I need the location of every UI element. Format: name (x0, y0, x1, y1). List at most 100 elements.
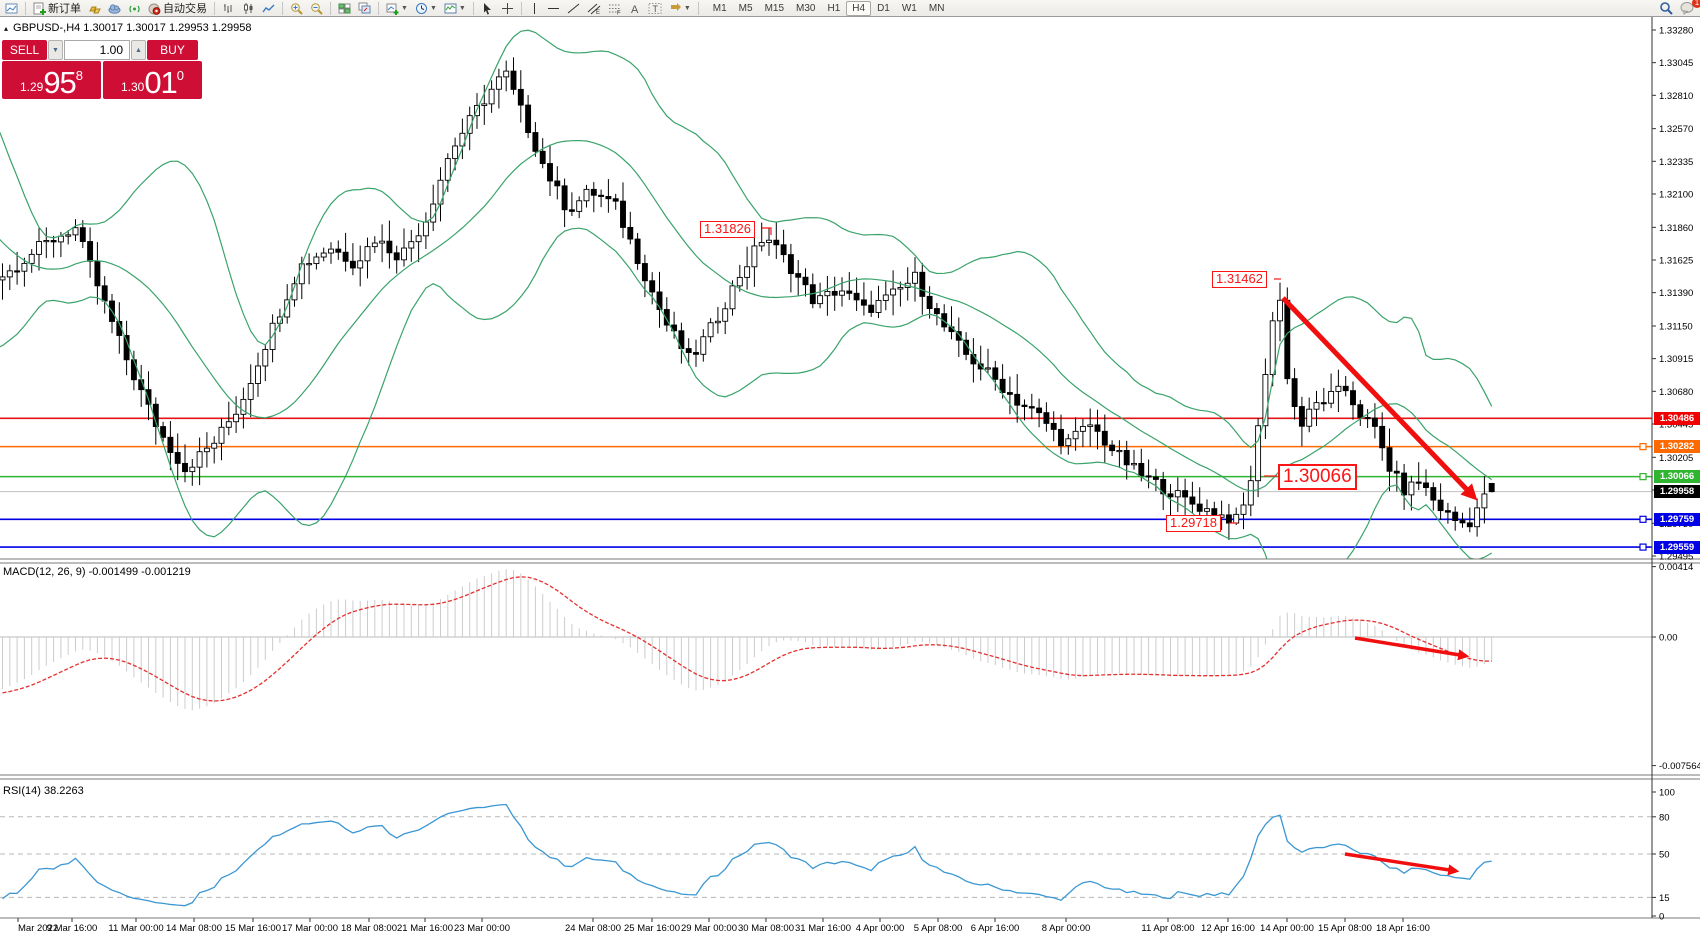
trend-arrow[interactable] (1354, 636, 1470, 661)
signal-icon[interactable] (125, 1, 144, 16)
svg-text:Mar 2022: Mar 2022 (18, 923, 58, 934)
line-handle (1639, 515, 1647, 523)
timeframe-m1[interactable]: M1 (707, 1, 733, 16)
timeframe-toolbar: M1 M5 M15 M30 H1 H4 D1 W1 MN (707, 0, 951, 16)
bollinger-bands (0, 29, 1493, 559)
sell-button[interactable]: SELL (2, 40, 47, 60)
candlestick-chart-icon[interactable] (239, 1, 258, 16)
timeframe-w1[interactable]: W1 (896, 1, 923, 16)
svg-text:1.31150: 1.31150 (1659, 321, 1693, 332)
volume-input[interactable] (64, 40, 130, 60)
new-order-button[interactable]: 新订单 (30, 1, 84, 16)
timeframe-d1[interactable]: D1 (871, 1, 896, 16)
axis-price-chip: 1.30066 (1654, 470, 1700, 484)
svg-text:50: 50 (1659, 850, 1670, 861)
timeframe-m30[interactable]: M30 (790, 1, 821, 16)
candlesticks (0, 57, 1495, 541)
line-handle (1639, 443, 1647, 451)
chevron-down-icon: ▼ (683, 4, 691, 12)
periods-clock-button[interactable]: ▼ (412, 1, 440, 16)
volume-increase-button[interactable]: ▲ (131, 40, 146, 60)
price-annotation[interactable]: 1.30066 (1278, 464, 1357, 490)
text-tool-icon[interactable]: A (626, 1, 644, 16)
timeframe-mn[interactable]: MN (923, 1, 951, 16)
svg-text:14 Mar 08:00: 14 Mar 08:00 (166, 923, 222, 934)
svg-text:24 Mar 08:00: 24 Mar 08:00 (565, 923, 621, 934)
price-annotation[interactable]: 1.29718 (1166, 515, 1221, 532)
timeframe-m15[interactable]: M15 (759, 1, 790, 16)
bar-chart-icon[interactable] (219, 1, 238, 16)
svg-text:21 Mar 16:00: 21 Mar 16:00 (397, 923, 453, 934)
svg-text:T: T (652, 4, 658, 14)
svg-text:8 Apr 00:00: 8 Apr 00:00 (1042, 923, 1091, 934)
sell-price-big: 95 (43, 65, 76, 101)
autotrade-button[interactable]: 自动交易 (145, 1, 210, 16)
autotrade-label: 自动交易 (163, 3, 207, 15)
gold-icon[interactable] (85, 1, 104, 16)
toolbar-separator (330, 1, 331, 15)
toolbar-separator (282, 1, 283, 15)
svg-text:0: 0 (1659, 912, 1664, 923)
vertical-line-tool-icon[interactable] (526, 1, 543, 16)
trend-arrow[interactable] (1281, 296, 1478, 501)
notifications-button[interactable]: 1 (1677, 0, 1700, 16)
fibonacci-tool-icon[interactable]: F (605, 1, 625, 16)
arrows-tool-button[interactable]: ▼ (666, 1, 694, 16)
sell-price-display[interactable]: 1.29 95 8 (2, 61, 101, 99)
axis-price-chip: 1.29759 (1654, 512, 1700, 526)
timeframe-h1[interactable]: H1 (821, 1, 846, 16)
line-chart-icon[interactable] (259, 1, 278, 16)
zoom-out-icon[interactable] (307, 1, 326, 16)
svg-text:1.32570: 1.32570 (1659, 124, 1693, 135)
trend-arrow[interactable] (1344, 852, 1460, 876)
svg-text:14 Apr 00:00: 14 Apr 00:00 (1260, 923, 1314, 934)
horizontal-line-tool-icon[interactable] (544, 1, 563, 16)
svg-text:18 Apr 16:00: 18 Apr 16:00 (1376, 923, 1430, 934)
svg-text:31 Mar 16:00: 31 Mar 16:00 (795, 923, 851, 934)
buy-button[interactable]: BUY (147, 40, 198, 60)
svg-text:6 Apr 16:00: 6 Apr 16:00 (971, 923, 1020, 934)
new-chart-button[interactable]: ▼ (383, 1, 411, 16)
svg-text:1.33045: 1.33045 (1659, 58, 1693, 69)
price-annotation[interactable]: 1.31826 (700, 221, 755, 238)
price-annotation[interactable]: 1.31462 (1212, 271, 1267, 288)
svg-text:1.33280: 1.33280 (1659, 26, 1693, 37)
toolbar-separator (378, 1, 379, 15)
svg-text:18 Mar 08:00: 18 Mar 08:00 (341, 923, 397, 934)
svg-text:1.30680: 1.30680 (1659, 387, 1693, 398)
svg-text:12 Apr 16:00: 12 Apr 16:00 (1201, 923, 1255, 934)
search-icon[interactable] (1656, 1, 1676, 16)
chart-title: GBPUSD-,H4 1.30017 1.30017 1.29953 1.299… (13, 22, 252, 34)
timeframe-h4[interactable]: H4 (846, 0, 872, 16)
new-order-label: 新订单 (48, 3, 81, 15)
svg-text:100: 100 (1659, 788, 1675, 799)
collapse-panel-icon[interactable]: ▴ (4, 23, 9, 33)
arrange-windows-icon[interactable] (355, 1, 374, 16)
timeframe-m5[interactable]: M5 (733, 1, 759, 16)
templates-button[interactable]: ▼ (441, 1, 469, 16)
crosshair-tool-icon[interactable] (498, 1, 517, 16)
svg-text:1.32100: 1.32100 (1659, 189, 1693, 200)
tile-windows-icon[interactable] (335, 1, 354, 16)
channel-tool-icon[interactable]: E (584, 1, 604, 16)
axis-price-chip: 1.29559 (1654, 540, 1700, 554)
toolbar-separator (520, 1, 522, 15)
svg-text:A: A (631, 4, 639, 15)
svg-text:15 Mar 16:00: 15 Mar 16:00 (225, 923, 281, 934)
community-cloud-icon[interactable] (105, 1, 124, 16)
volume-decrease-button[interactable]: ▼ (48, 40, 63, 60)
svg-text:1.32810: 1.32810 (1659, 91, 1693, 102)
svg-text:15 Apr 08:00: 15 Apr 08:00 (1318, 923, 1372, 934)
text-label-tool-icon[interactable]: T (645, 1, 665, 16)
zoom-in-icon[interactable] (287, 1, 306, 16)
svg-text:25 Mar 16:00: 25 Mar 16:00 (624, 923, 680, 934)
chart-window-icon[interactable] (2, 1, 21, 16)
buy-price-display[interactable]: 1.30 01 0 (103, 61, 202, 99)
trendline-tool-icon[interactable] (564, 1, 583, 16)
notification-badge: 1 (1692, 0, 1700, 8)
svg-text:11 Apr 08:00: 11 Apr 08:00 (1141, 923, 1194, 934)
cursor-tool-icon[interactable] (478, 1, 497, 16)
axis-price-chip: 1.29958 (1654, 485, 1700, 499)
